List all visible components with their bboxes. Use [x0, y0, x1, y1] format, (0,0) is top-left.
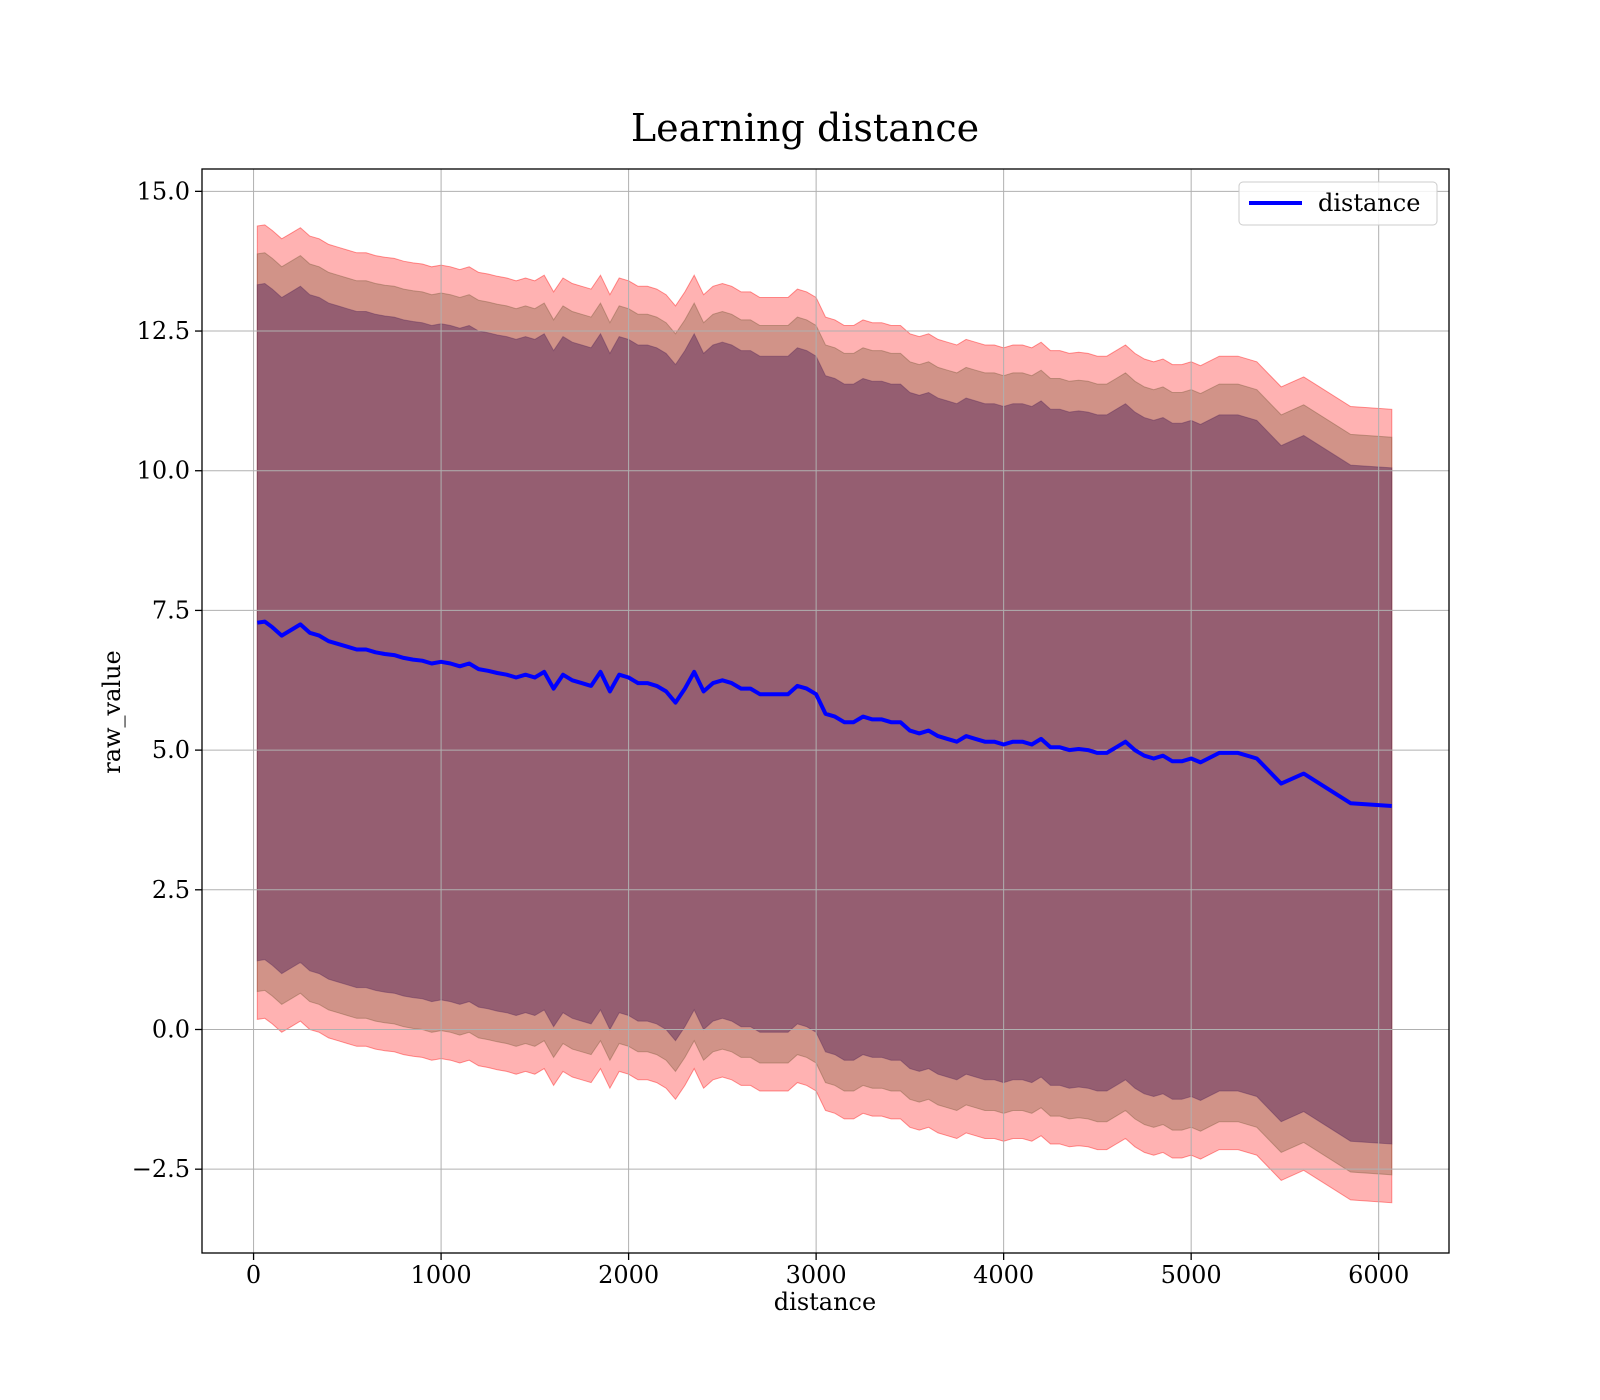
- x-tick-label-1: 1000: [411, 1261, 472, 1289]
- x-axis-ticks: 0 1000 2000 3000 4000 5000 6000: [246, 1253, 1409, 1289]
- legend: distance: [1238, 181, 1438, 226]
- y-tick-label-4: 7.5: [152, 596, 190, 624]
- y-tick-label-5: 10.0: [137, 457, 190, 485]
- x-axis-label: distance: [774, 1288, 876, 1316]
- series-line-distance: [257, 619, 1392, 808]
- legend-box: [1238, 181, 1438, 226]
- y-tick-label-1: 0.0: [152, 1015, 190, 1043]
- y-axis-label: raw_value: [98, 650, 126, 774]
- y-axis-ticks: −2.5 0.0 2.5 5.0 7.5 10.0 12.5 15.0: [132, 177, 202, 1183]
- y-tick-label-2: 2.5: [152, 876, 190, 904]
- x-tick-label-0: 0: [246, 1261, 261, 1289]
- x-tick-label-4: 4000: [973, 1261, 1034, 1289]
- y-tick-label-7: 15.0: [137, 177, 190, 205]
- series-lines: [257, 619, 1392, 808]
- y-tick-label-0: −2.5: [132, 1155, 190, 1183]
- y-tick-label-6: 12.5: [137, 317, 190, 345]
- chart-title: Learning distance: [631, 106, 979, 150]
- x-tick-label-5: 5000: [1161, 1261, 1222, 1289]
- x-tick-label-6: 6000: [1348, 1261, 1409, 1289]
- plot-frame: [201, 168, 1450, 1254]
- legend-label: distance: [1318, 189, 1420, 217]
- x-tick-label-3: 3000: [786, 1261, 847, 1289]
- y-tick-label-3: 5.0: [152, 736, 190, 764]
- x-tick-label-2: 2000: [598, 1261, 659, 1289]
